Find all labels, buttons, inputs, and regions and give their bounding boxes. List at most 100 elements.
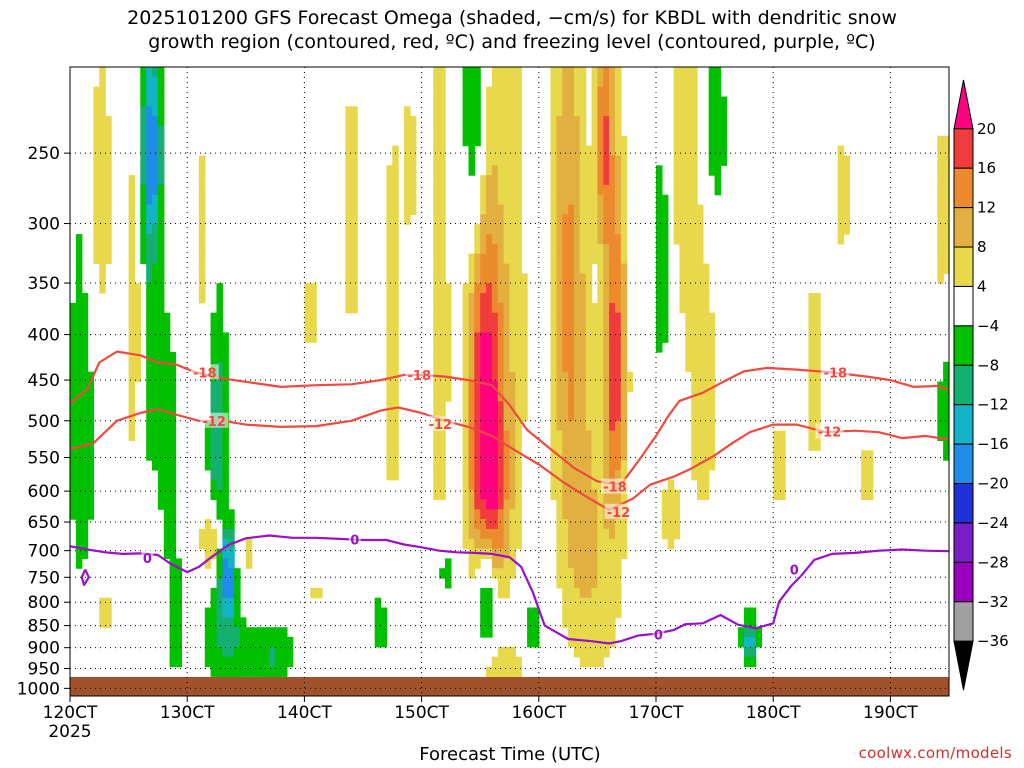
omega-cell	[462, 126, 470, 137]
omega-cell	[468, 538, 475, 550]
omega-cell	[697, 293, 704, 304]
omega-cell	[163, 411, 171, 422]
omega-cell	[591, 361, 598, 373]
omega-cell	[99, 263, 106, 274]
omega-cell	[609, 587, 616, 599]
omega-cell	[128, 371, 136, 383]
omega-cell	[497, 175, 505, 186]
omega-cell	[157, 460, 165, 471]
omega-cell	[480, 597, 487, 609]
omega-cell	[579, 135, 587, 147]
omega-cell	[861, 489, 868, 500]
omega-cell	[615, 155, 622, 166]
omega-cell	[491, 440, 499, 451]
omega-cell	[87, 371, 95, 383]
omega-cell	[937, 214, 944, 225]
omega-cell	[521, 322, 528, 333]
omega-cell	[773, 440, 780, 451]
omega-cell	[486, 204, 493, 215]
omega-cell	[679, 283, 686, 294]
omega-cell	[386, 184, 393, 196]
omega-cell	[585, 528, 593, 540]
omega-cell	[743, 656, 751, 668]
omega-cell	[697, 214, 704, 225]
omega-cell	[497, 342, 505, 353]
omega-cell	[609, 322, 616, 333]
omega-cell	[503, 391, 511, 402]
omega-cell	[275, 666, 282, 677]
omega-cell	[351, 135, 358, 147]
omega-cell	[497, 411, 505, 422]
omega-cell	[702, 489, 710, 500]
omega-cell	[755, 637, 763, 648]
omega-cell	[562, 312, 569, 324]
omega-cell	[486, 263, 493, 274]
omega-cell	[509, 460, 516, 471]
omega-cell	[597, 548, 604, 559]
omega-cell	[210, 342, 218, 353]
omega-cell	[269, 666, 276, 677]
omega-cell	[579, 234, 587, 245]
omega-cell	[468, 273, 475, 284]
omega-cell	[562, 214, 569, 225]
omega-cell	[943, 175, 949, 186]
omega-cell	[556, 135, 563, 147]
omega-cell	[609, 411, 616, 422]
omega-cell	[702, 273, 710, 284]
omega-cell	[286, 646, 294, 658]
omega-cell	[462, 106, 470, 117]
omega-cell	[568, 312, 575, 324]
omega-cell	[386, 352, 393, 363]
omega-cell	[491, 106, 499, 117]
omega-cell	[550, 263, 557, 274]
omega-cell	[386, 234, 393, 245]
omega-cell	[749, 627, 757, 638]
omega-cell	[702, 293, 710, 304]
omega-cell	[386, 224, 393, 235]
omega-cell	[468, 528, 475, 540]
omega-cell	[609, 568, 616, 579]
omega-cell	[70, 499, 77, 510]
omega-cell	[222, 578, 229, 589]
omega-cell	[615, 214, 622, 225]
omega-cell	[157, 194, 165, 206]
omega-cell	[579, 204, 587, 215]
omega-cell	[585, 499, 593, 510]
omega-cell	[157, 293, 165, 304]
omega-cell	[275, 656, 282, 668]
omega-cell	[392, 155, 399, 166]
omega-cell	[679, 214, 686, 225]
omega-cell	[462, 528, 470, 540]
omega-cell	[216, 607, 223, 618]
omega-cell	[99, 96, 106, 107]
omega-cell	[673, 145, 681, 156]
omega-cell	[70, 332, 77, 343]
omega-cell	[146, 106, 153, 117]
omega-cell	[228, 558, 235, 569]
omega-cell	[146, 312, 153, 324]
omega-cell	[310, 587, 317, 599]
omega-cell	[562, 342, 569, 353]
omega-cell	[275, 646, 282, 658]
omega-cell	[462, 391, 470, 402]
omega-cell	[691, 411, 698, 422]
omega-cell	[574, 637, 581, 648]
omega-cell	[527, 617, 534, 628]
omega-cell	[81, 519, 89, 530]
omega-cell	[163, 322, 171, 333]
omega-cell	[673, 135, 681, 147]
omega-cell	[615, 489, 622, 500]
omega-cell	[468, 165, 475, 176]
omega-cell	[157, 184, 165, 196]
omega-cell	[656, 184, 663, 196]
omega-cell	[497, 430, 505, 441]
omega-cell	[550, 67, 557, 78]
omega-cell	[128, 263, 136, 274]
omega-cell	[75, 489, 83, 500]
omega-cell	[439, 145, 446, 156]
omega-cell	[937, 145, 944, 156]
omega-cell	[691, 293, 698, 304]
omega-cell	[222, 637, 229, 648]
omega-cell	[585, 283, 593, 294]
omega-cell	[503, 371, 511, 383]
